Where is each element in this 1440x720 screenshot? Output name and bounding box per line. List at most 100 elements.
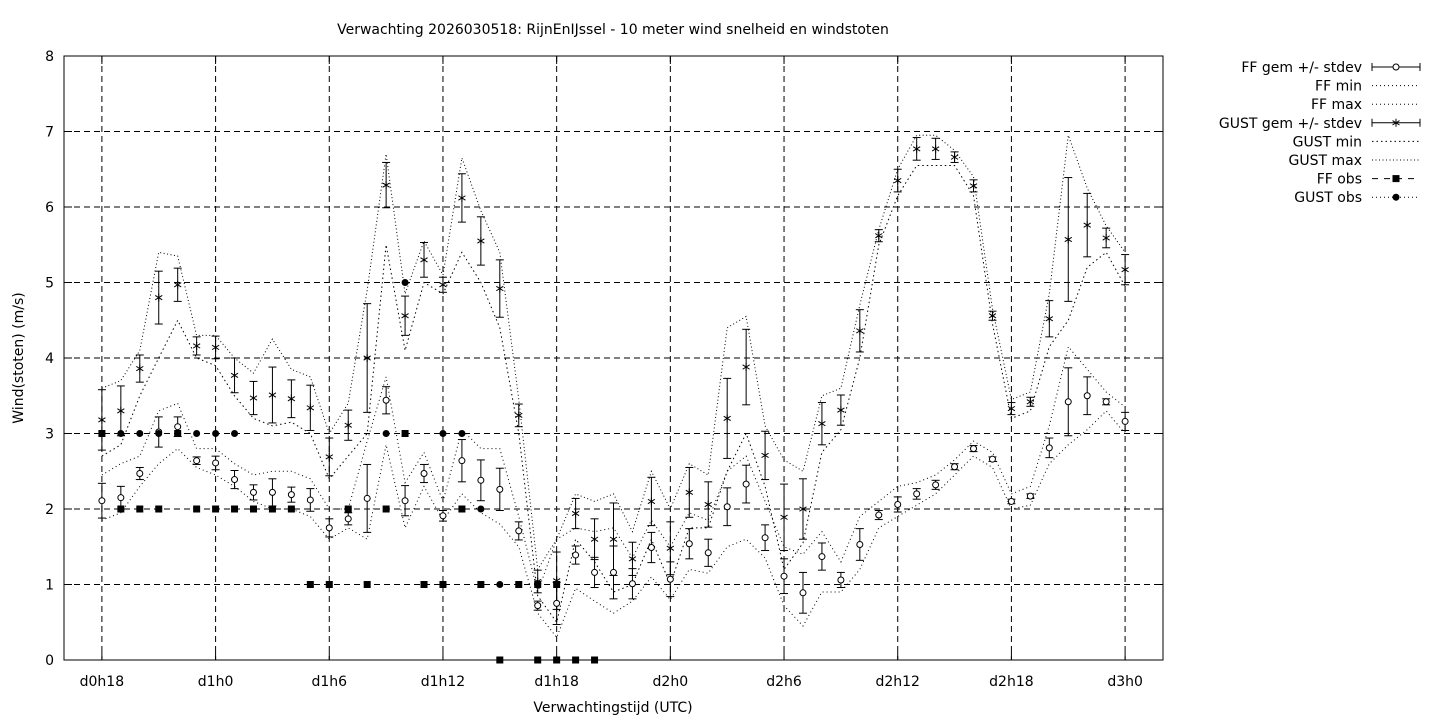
observation-points [98, 279, 599, 664]
gust-obs-point [98, 430, 106, 437]
ff-mean-point [496, 485, 504, 493]
legend-label: GUST gem +/- stdev [1219, 116, 1362, 132]
gust-mean-point [1007, 404, 1016, 413]
y-tick-label: 5 [45, 276, 54, 292]
gust-mean-point [856, 326, 864, 335]
ff-mean-point [666, 575, 674, 583]
gust-obs-point [534, 581, 542, 588]
gust-obs-point [496, 581, 504, 588]
ff-mean-point [818, 553, 826, 561]
ff-mean-point [932, 481, 940, 489]
ff-mean-point [856, 540, 864, 548]
legend-label: FF gem +/- stdev [1241, 60, 1362, 76]
ff-mean-point [268, 488, 276, 496]
gust-mean-point [799, 505, 807, 513]
y-tick-label: 2 [45, 502, 54, 518]
ff-mean-point [913, 490, 921, 498]
x-axis-label: Verwachtingstijd (UTC) [533, 700, 692, 716]
y-tick-label: 8 [45, 49, 54, 65]
gust-mean-point [666, 544, 675, 553]
gust-obs-point [193, 430, 201, 437]
legend-label: GUST max [1289, 153, 1363, 169]
ff-mean-point [249, 488, 257, 496]
x-tick-label: d1h6 [311, 674, 347, 690]
gust-mean-point [1102, 233, 1110, 242]
gust-mean-point [458, 193, 466, 202]
gust-mean-point [136, 364, 144, 373]
gust-mean-point [969, 181, 978, 190]
gust-mean-point [704, 500, 713, 509]
ff-obs-point [325, 581, 333, 588]
legend-label: GUST obs [1294, 190, 1362, 206]
gust-mean-point [628, 554, 637, 563]
ff-mean-point [306, 496, 314, 504]
gust-mean-point [477, 236, 485, 245]
x-tick-label: d1h12 [421, 674, 465, 690]
gust-mean-point [98, 415, 106, 424]
x-tick-label: d2h0 [653, 674, 689, 690]
gust-mean-point [439, 280, 447, 289]
ff-mean-point [647, 544, 655, 552]
legend-marker [1392, 118, 1400, 127]
ff-mean-point [572, 551, 580, 559]
x-tick-label: d2h18 [989, 674, 1033, 690]
ff-mean-point [988, 455, 996, 463]
ff-mean-point [1045, 444, 1053, 452]
gust-mean-point [268, 390, 277, 399]
chart-title: Verwachting 2026030518: RijnEnIJssel - 1… [337, 22, 889, 38]
ff-obs-point [363, 581, 371, 588]
gust-obs-point [117, 430, 125, 437]
error-bars [97, 137, 1130, 626]
ff-obs-point [553, 581, 561, 588]
legend-label: FF min [1315, 79, 1362, 95]
x-tick-label: d2h12 [875, 674, 919, 690]
ff-obs-point [136, 505, 144, 513]
gust-mean-point [249, 394, 258, 403]
x-tick-label: d1h0 [198, 674, 234, 690]
ff-mean-point [553, 599, 561, 607]
ff-mean-point [742, 480, 750, 488]
ff-mean-point [970, 445, 978, 453]
gust-mean-point [837, 406, 845, 415]
gust-mean-point [363, 354, 371, 362]
ff-mean-point [723, 503, 731, 511]
ff-mean-point [344, 515, 352, 523]
gust-mean-point [571, 509, 580, 518]
ff-mean-point [534, 602, 542, 610]
ff-mean-point [685, 540, 693, 548]
x-tick-label: d3h0 [1107, 674, 1143, 690]
ff-obs-point [306, 581, 314, 588]
axis-ticks: 0 1 2 3 4 5 6 7 8 d0h18 d1h0 d1h6 d1h12 d1h18 d2h0 d2h6… [45, 49, 1163, 690]
gust-mean-point [154, 293, 163, 302]
ff-obs-point [117, 505, 125, 513]
ff-mean-point [761, 534, 769, 542]
gust-mean-point [287, 394, 296, 403]
y-tick-label: 1 [45, 578, 54, 594]
ff-mean-point [174, 423, 182, 431]
legend-label: FF obs [1317, 172, 1362, 188]
ff-mean-point [837, 576, 845, 584]
gust-mean-point [514, 411, 523, 420]
ff-mean-point [212, 459, 220, 467]
ff-mean-point [420, 470, 428, 478]
gust-mean-point [401, 311, 409, 320]
gust-min-max-lines [101, 134, 1126, 624]
legend-marker [1392, 193, 1400, 201]
gust-mean-point [875, 231, 883, 240]
gust-min-line [101, 165, 1126, 624]
legend-label: FF max [1311, 97, 1362, 113]
gust-obs-point [212, 430, 220, 437]
legend-marker [1392, 175, 1400, 183]
ff-obs-point [439, 581, 447, 588]
y-tick-label: 4 [45, 351, 54, 367]
y-tick-label: 7 [45, 125, 54, 141]
gust-mean-point [230, 371, 239, 380]
gust-obs-point [231, 430, 239, 437]
ff-mean-point [401, 497, 409, 505]
gust-mean-point [761, 451, 769, 460]
gust-obs-point [287, 505, 295, 513]
ff-obs-point [212, 505, 220, 513]
gust-mean-point [420, 255, 428, 264]
ff-mean-point [136, 470, 144, 478]
